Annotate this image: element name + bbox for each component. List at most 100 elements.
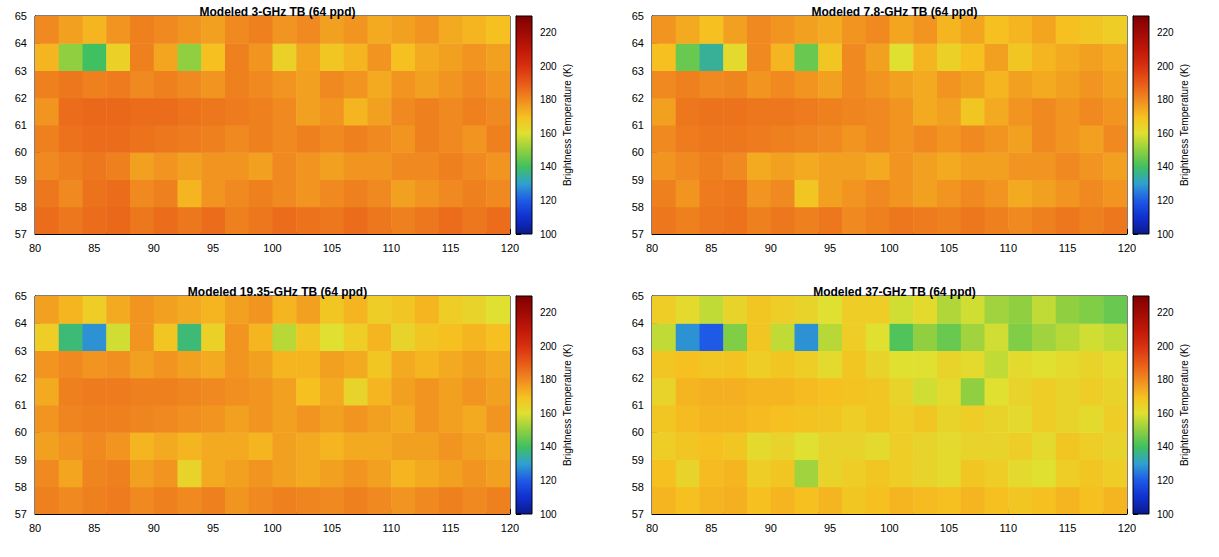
svg-text:Brightness Temperature (K): Brightness Temperature (K) [1179, 344, 1190, 466]
svg-text:61: 61 [15, 399, 27, 411]
svg-text:60: 60 [632, 146, 644, 158]
svg-text:110: 110 [382, 522, 400, 534]
svg-text:58: 58 [15, 481, 27, 493]
svg-text:65: 65 [632, 10, 644, 22]
svg-text:160: 160 [1157, 128, 1174, 139]
svg-text:220: 220 [540, 27, 557, 38]
svg-text:90: 90 [765, 522, 777, 534]
svg-text:65: 65 [15, 10, 27, 22]
svg-text:160: 160 [1157, 408, 1174, 419]
svg-text:120: 120 [501, 522, 519, 534]
svg-text:61: 61 [632, 119, 644, 131]
svg-text:64: 64 [15, 37, 27, 49]
svg-text:63: 63 [15, 345, 27, 357]
svg-text:65: 65 [632, 290, 644, 302]
svg-text:57: 57 [632, 508, 644, 520]
svg-text:180: 180 [1157, 374, 1174, 385]
svg-text:120: 120 [501, 242, 519, 254]
svg-text:200: 200 [1157, 61, 1174, 72]
svg-text:100: 100 [263, 242, 281, 254]
svg-text:61: 61 [632, 399, 644, 411]
svg-text:Brightness Temperature (K): Brightness Temperature (K) [562, 344, 573, 466]
svg-text:64: 64 [15, 317, 27, 329]
svg-text:100: 100 [540, 229, 557, 240]
svg-text:Brightness Temperature (K): Brightness Temperature (K) [562, 64, 573, 186]
svg-text:120: 120 [1157, 195, 1174, 206]
svg-text:100: 100 [880, 522, 898, 534]
svg-text:85: 85 [705, 242, 717, 254]
svg-text:58: 58 [15, 201, 27, 213]
svg-text:115: 115 [1059, 242, 1077, 254]
svg-text:100: 100 [1157, 229, 1174, 240]
svg-text:63: 63 [632, 65, 644, 77]
svg-text:80: 80 [29, 522, 41, 534]
svg-text:140: 140 [540, 441, 557, 452]
svg-text:140: 140 [1157, 161, 1174, 172]
svg-text:105: 105 [323, 242, 341, 254]
svg-text:100: 100 [880, 242, 898, 254]
svg-text:105: 105 [323, 522, 341, 534]
svg-text:59: 59 [632, 174, 644, 186]
svg-text:64: 64 [632, 317, 644, 329]
svg-text:220: 220 [1157, 307, 1174, 318]
svg-text:95: 95 [824, 522, 836, 534]
svg-text:90: 90 [148, 522, 160, 534]
svg-text:180: 180 [1157, 94, 1174, 105]
svg-text:62: 62 [15, 92, 27, 104]
svg-text:105: 105 [940, 522, 958, 534]
svg-text:95: 95 [207, 242, 219, 254]
svg-text:115: 115 [442, 242, 460, 254]
svg-text:115: 115 [442, 522, 460, 534]
svg-text:120: 120 [540, 195, 557, 206]
svg-text:220: 220 [1157, 27, 1174, 38]
svg-text:61: 61 [15, 119, 27, 131]
svg-text:62: 62 [632, 92, 644, 104]
svg-text:120: 120 [1118, 242, 1136, 254]
svg-text:65: 65 [15, 290, 27, 302]
svg-text:80: 80 [29, 242, 41, 254]
svg-text:57: 57 [15, 228, 27, 240]
svg-text:110: 110 [999, 522, 1017, 534]
svg-text:160: 160 [540, 408, 557, 419]
svg-text:120: 120 [540, 475, 557, 486]
svg-text:59: 59 [15, 174, 27, 186]
svg-text:58: 58 [632, 481, 644, 493]
svg-text:57: 57 [15, 508, 27, 520]
svg-text:62: 62 [632, 372, 644, 384]
svg-text:59: 59 [632, 454, 644, 466]
svg-text:Modeled 37-GHz TB (64 ppd): Modeled 37-GHz TB (64 ppd) [813, 285, 976, 299]
svg-text:95: 95 [824, 242, 836, 254]
svg-text:Modeled 7.8-GHz TB (64 ppd): Modeled 7.8-GHz TB (64 ppd) [811, 5, 977, 19]
svg-text:60: 60 [632, 426, 644, 438]
svg-text:85: 85 [88, 242, 100, 254]
svg-text:120: 120 [1157, 475, 1174, 486]
svg-text:200: 200 [540, 341, 557, 352]
svg-text:100: 100 [1157, 509, 1174, 520]
svg-text:80: 80 [646, 242, 658, 254]
svg-text:180: 180 [540, 374, 557, 385]
svg-text:62: 62 [15, 372, 27, 384]
svg-text:85: 85 [88, 522, 100, 534]
svg-text:64: 64 [632, 37, 644, 49]
svg-text:180: 180 [540, 94, 557, 105]
svg-text:220: 220 [540, 307, 557, 318]
svg-text:Modeled 19.35-GHz TB (64 ppd): Modeled 19.35-GHz TB (64 ppd) [188, 285, 367, 299]
svg-text:80: 80 [646, 522, 658, 534]
svg-text:140: 140 [1157, 441, 1174, 452]
svg-text:59: 59 [15, 454, 27, 466]
svg-text:60: 60 [15, 426, 27, 438]
svg-text:200: 200 [1157, 341, 1174, 352]
svg-text:120: 120 [1118, 522, 1136, 534]
svg-text:110: 110 [999, 242, 1017, 254]
svg-text:100: 100 [263, 522, 281, 534]
svg-text:63: 63 [632, 345, 644, 357]
svg-text:90: 90 [148, 242, 160, 254]
svg-text:115: 115 [1059, 522, 1077, 534]
svg-text:200: 200 [540, 61, 557, 72]
svg-text:95: 95 [207, 522, 219, 534]
svg-text:160: 160 [540, 128, 557, 139]
svg-text:63: 63 [15, 65, 27, 77]
svg-text:100: 100 [540, 509, 557, 520]
svg-text:57: 57 [632, 228, 644, 240]
svg-text:Brightness Temperature (K): Brightness Temperature (K) [1179, 64, 1190, 186]
